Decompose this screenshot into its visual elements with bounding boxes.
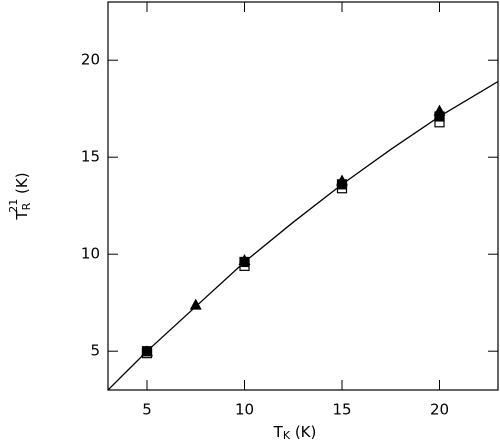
y-tick-label: 15 (81, 148, 100, 166)
y-tick-label: 5 (90, 342, 100, 360)
triangle-marker (433, 104, 446, 116)
plot-frame (107, 1, 499, 391)
triangle-marker (238, 254, 251, 266)
y-tick-label: 20 (81, 51, 100, 69)
x-axis-label: TK (K) (273, 423, 317, 442)
x-tick-label: 10 (235, 401, 254, 419)
y-axis-label: TR21 (K) (7, 172, 33, 220)
y-tick-label: 10 (81, 245, 100, 263)
triangle-marker (189, 298, 202, 310)
x-tick-label: 20 (430, 401, 449, 419)
fit-curve (108, 80, 498, 390)
x-tick-label: 15 (332, 401, 351, 419)
x-tick-label: 5 (142, 401, 152, 419)
